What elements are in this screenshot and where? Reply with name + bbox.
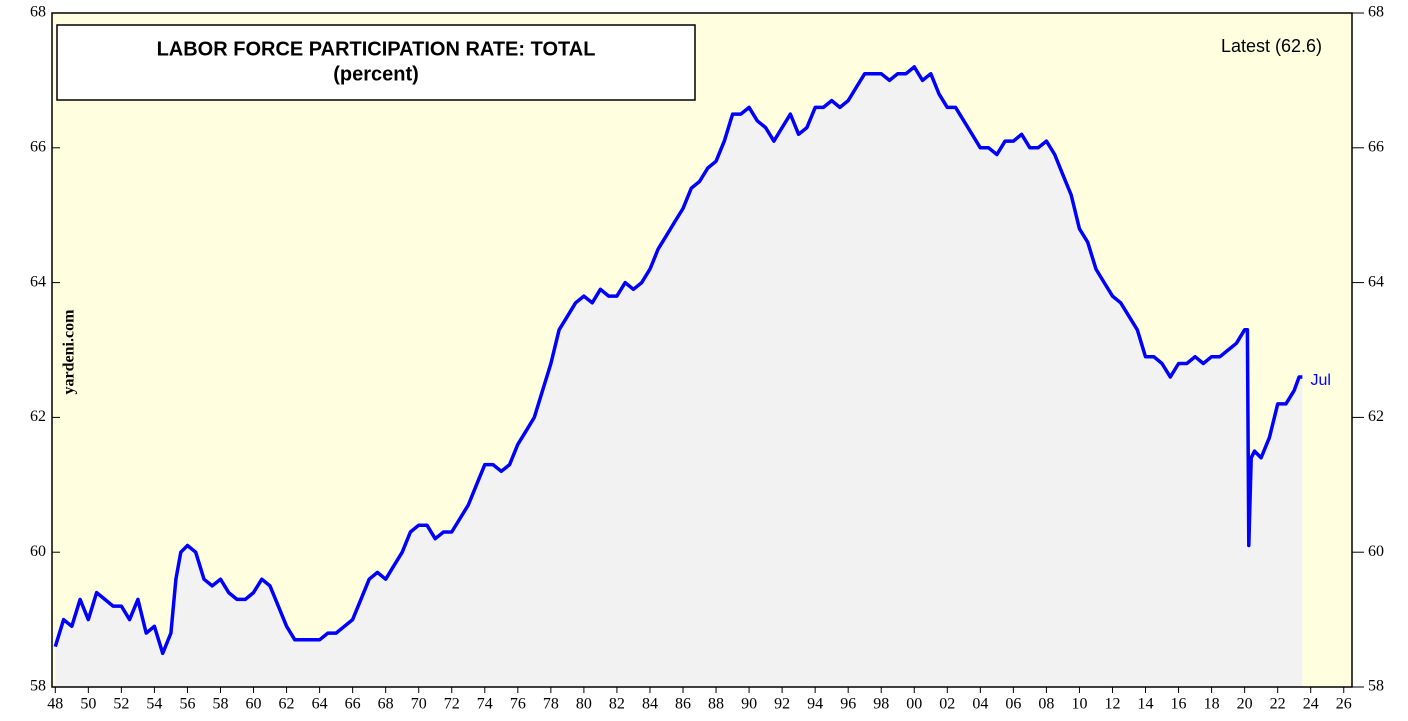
title-box [56, 24, 696, 101]
x-tick-label: 18 [1204, 696, 1220, 713]
x-tick-label: 68 [378, 696, 394, 713]
y2-tick-label: 66 [1368, 138, 1384, 155]
x-tick-label: 76 [510, 696, 526, 713]
y2-tick-label: 64 [1368, 273, 1384, 290]
x-tick-label: 84 [642, 696, 658, 713]
x-tick-label: 80 [576, 696, 592, 713]
line [53, 65, 1303, 656]
y2-tick-label: 62 [1368, 408, 1384, 425]
x-tick-label: 00 [906, 696, 922, 713]
x-tick-label: 12 [1104, 696, 1120, 713]
area [55, 66, 1303, 687]
y2-tick-label: 68 [1368, 4, 1384, 21]
x-tick-label: 92 [774, 696, 790, 713]
x-tick-label: 20 [1237, 696, 1253, 713]
x-tick-label: 14 [1138, 696, 1154, 713]
x-tick-label: 66 [345, 696, 361, 713]
x-tick-label: 02 [939, 696, 955, 713]
latest-annotation: Latest (62.6) [1221, 36, 1322, 56]
x-tick-label: 24 [1303, 696, 1319, 713]
x-tick-label: 70 [411, 696, 427, 713]
x-tick-label: 50 [80, 696, 96, 713]
x-tick-label: 22 [1270, 696, 1286, 713]
x-tick-label: 16 [1171, 696, 1187, 713]
y-tick-label: 66 [30, 138, 46, 155]
x-tick-label: 94 [807, 696, 823, 713]
plot-frame [51, 12, 1353, 688]
x-tick-label: 58 [212, 696, 228, 713]
x-tick-label: 26 [1336, 696, 1352, 713]
x-tick-label: 52 [113, 696, 129, 713]
x-tick-label: 10 [1071, 696, 1087, 713]
chart-title: LABOR FORCE PARTICIPATION RATE: TOTAL [157, 38, 596, 60]
x-tick-label: 04 [972, 696, 988, 713]
x-tick-label: 98 [873, 696, 889, 713]
y-tick-label: 64 [30, 273, 46, 290]
x-tick-label: 62 [279, 696, 295, 713]
x-tick-label: 56 [179, 696, 195, 713]
x-tick-label: 78 [543, 696, 559, 713]
x-tick-label: 48 [47, 696, 63, 713]
x-tick-label: 74 [477, 696, 493, 713]
x-tick-label: 82 [609, 696, 625, 713]
y-tick-label: 60 [30, 543, 46, 560]
chart-subtitle: (percent) [333, 63, 419, 85]
end-label: Jul [1310, 372, 1330, 389]
y-tick-label: 68 [30, 4, 46, 21]
y2-tick-label: 58 [1368, 678, 1384, 695]
x-tick-label: 88 [708, 696, 724, 713]
x-tick-label: 72 [444, 696, 460, 713]
y2-tick-label: 60 [1368, 543, 1384, 560]
x-tick-label: 86 [675, 696, 691, 713]
y-tick-label: 62 [30, 408, 46, 425]
x-tick-label: 64 [312, 696, 328, 713]
x-tick-label: 06 [1005, 696, 1021, 713]
y-tick-label: 58 [30, 678, 46, 695]
x-tick-label: 60 [246, 696, 262, 713]
x-tick-label: 90 [741, 696, 757, 713]
source-label: yardeni.com [61, 309, 78, 395]
x-tick-label: 54 [146, 696, 162, 713]
x-tick-label: 96 [840, 696, 856, 713]
x-tick-label: 08 [1038, 696, 1054, 713]
